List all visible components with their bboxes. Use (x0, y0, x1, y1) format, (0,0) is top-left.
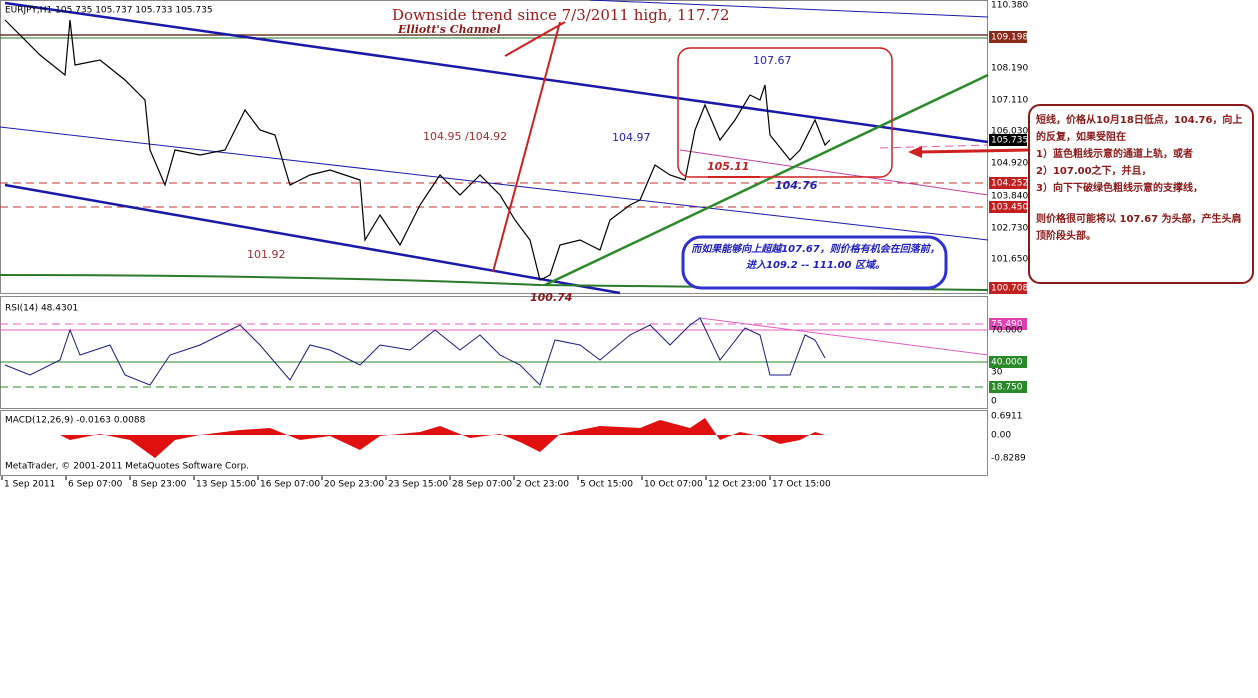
copyright: MetaTrader, © 2001-2011 MetaQuotes Softw… (5, 462, 249, 472)
rsi-drawings: RSI(14) 48.4301 (0, 304, 989, 388)
time-label: 20 Sep 23:00 (324, 480, 384, 490)
price-tag (989, 134, 1027, 146)
price-label: 104.252 (991, 179, 1028, 189)
annotation: 101.92 (247, 248, 286, 261)
price-label: 0.00 (991, 431, 1011, 441)
time-label: 23 Sep 15:00 (388, 480, 448, 490)
price-label: 70.000 (991, 326, 1023, 336)
annotation: 100.74 (530, 291, 572, 304)
annotation: 104.97 (612, 131, 651, 144)
price-tag (989, 177, 1027, 189)
time-label: 1 Sep 2011 (4, 480, 55, 490)
price-label: 104.920 (991, 159, 1028, 169)
price-label: 40.000 (991, 358, 1023, 368)
price-label: 101.650 (991, 255, 1028, 265)
price-label: 103.840 (991, 192, 1028, 202)
time-label: 8 Sep 23:00 (132, 480, 187, 490)
price-label: 102.730 (991, 224, 1028, 234)
macd-header: MACD(12,26,9) -0.0163 0.0088 (5, 416, 146, 426)
price-label: 30 (991, 368, 1003, 378)
callout-line: 2）107.00之下，并且， (1036, 166, 1152, 177)
price-label: 108.190 (991, 64, 1028, 74)
price-label: 103.450 (991, 203, 1028, 213)
time-label: 28 Sep 07:00 (452, 480, 512, 490)
callout-box: 短线，价格从10月18日低点，104.76，向上的反复，如果受阻在 1）蓝色粗线示… (1028, 104, 1254, 284)
price-label: 106.030 (991, 127, 1028, 137)
price-tag (989, 356, 1027, 368)
price-label: 75.490 (991, 320, 1023, 330)
callout-line: 则价格很可能将以 107.67 为头部，产生头肩顶阶段头部。 (1036, 214, 1242, 242)
main-drawings (0, 0, 1029, 295)
main-texts: EURJPY,H1 105.735 105.737 105.733 105.73… (5, 6, 818, 305)
annotation: 107.67 (753, 54, 792, 67)
time-label: 2 Oct 23:00 (516, 480, 569, 490)
time-label: 6 Sep 07:00 (68, 480, 123, 490)
macd-drawings: MACD(12,26,9) -0.0163 0.0088 MetaTrader,… (5, 416, 825, 472)
price-label: 109.198 (991, 33, 1028, 43)
price-label: 0.6911 (991, 412, 1023, 422)
price-label: 105.735 (991, 136, 1028, 146)
price-tag (989, 318, 1027, 330)
time-label: 17 Oct 15:00 (772, 480, 831, 490)
callout-line: 1）蓝色粗线示意的通道上轨，或者 (1036, 149, 1193, 160)
time-label: 10 Oct 07:00 (644, 480, 703, 490)
price-label: 18.750 (991, 383, 1023, 393)
time-axis: 1 Sep 2011 6 Sep 07:00 8 Sep 23:00 13 Sep 1… (1, 476, 831, 490)
symbol-header: EURJPY,H1 105.735 105.737 105.733 105.73… (5, 6, 213, 16)
price-axis: 110.380 109.198 108.190 107.110 106.030105.7… (989, 1, 1028, 464)
rsi-header: RSI(14) 48.4301 (5, 304, 78, 314)
frames (0, 0, 988, 476)
price-label: 100.708 (991, 284, 1028, 294)
annotation: 104.76 (775, 179, 818, 192)
time-label: 13 Sep 15:00 (196, 480, 256, 490)
time-label: 5 Oct 15:00 (580, 480, 633, 490)
blue-note: 而如果能够向上超越107.67，则价格有机会在回落前，进入109.2 -- 11… (691, 244, 940, 271)
callout-line: 短线，价格从10月18日低点，104.76，向上的反复，如果受阻在 (1036, 115, 1243, 143)
price-tag (989, 381, 1027, 393)
price-tag (989, 31, 1027, 43)
price-label: -0.8289 (991, 454, 1026, 464)
callout-line: 3）向下下破绿色粗线示意的支撑线， (1036, 183, 1203, 194)
price-label: 110.380 (991, 1, 1028, 11)
annotation: 104.95 /104.92 (423, 130, 507, 143)
callout-text: 短线，价格从10月18日低点，104.76，向上的反复，如果受阻在 1）蓝色粗线示… (1030, 106, 1252, 251)
price-label: 0 (991, 397, 997, 407)
annotation: 105.11 (707, 160, 749, 173)
price-tag (989, 282, 1027, 294)
time-label: 16 Sep 07:00 (260, 480, 320, 490)
annotation: Downside trend since 7/3/2011 high, 117.… (392, 6, 730, 24)
price-tag (989, 201, 1027, 213)
annotation: Elliott's Channel (397, 23, 501, 36)
time-label: 12 Oct 23:00 (708, 480, 767, 490)
price-label: 107.110 (991, 96, 1028, 106)
